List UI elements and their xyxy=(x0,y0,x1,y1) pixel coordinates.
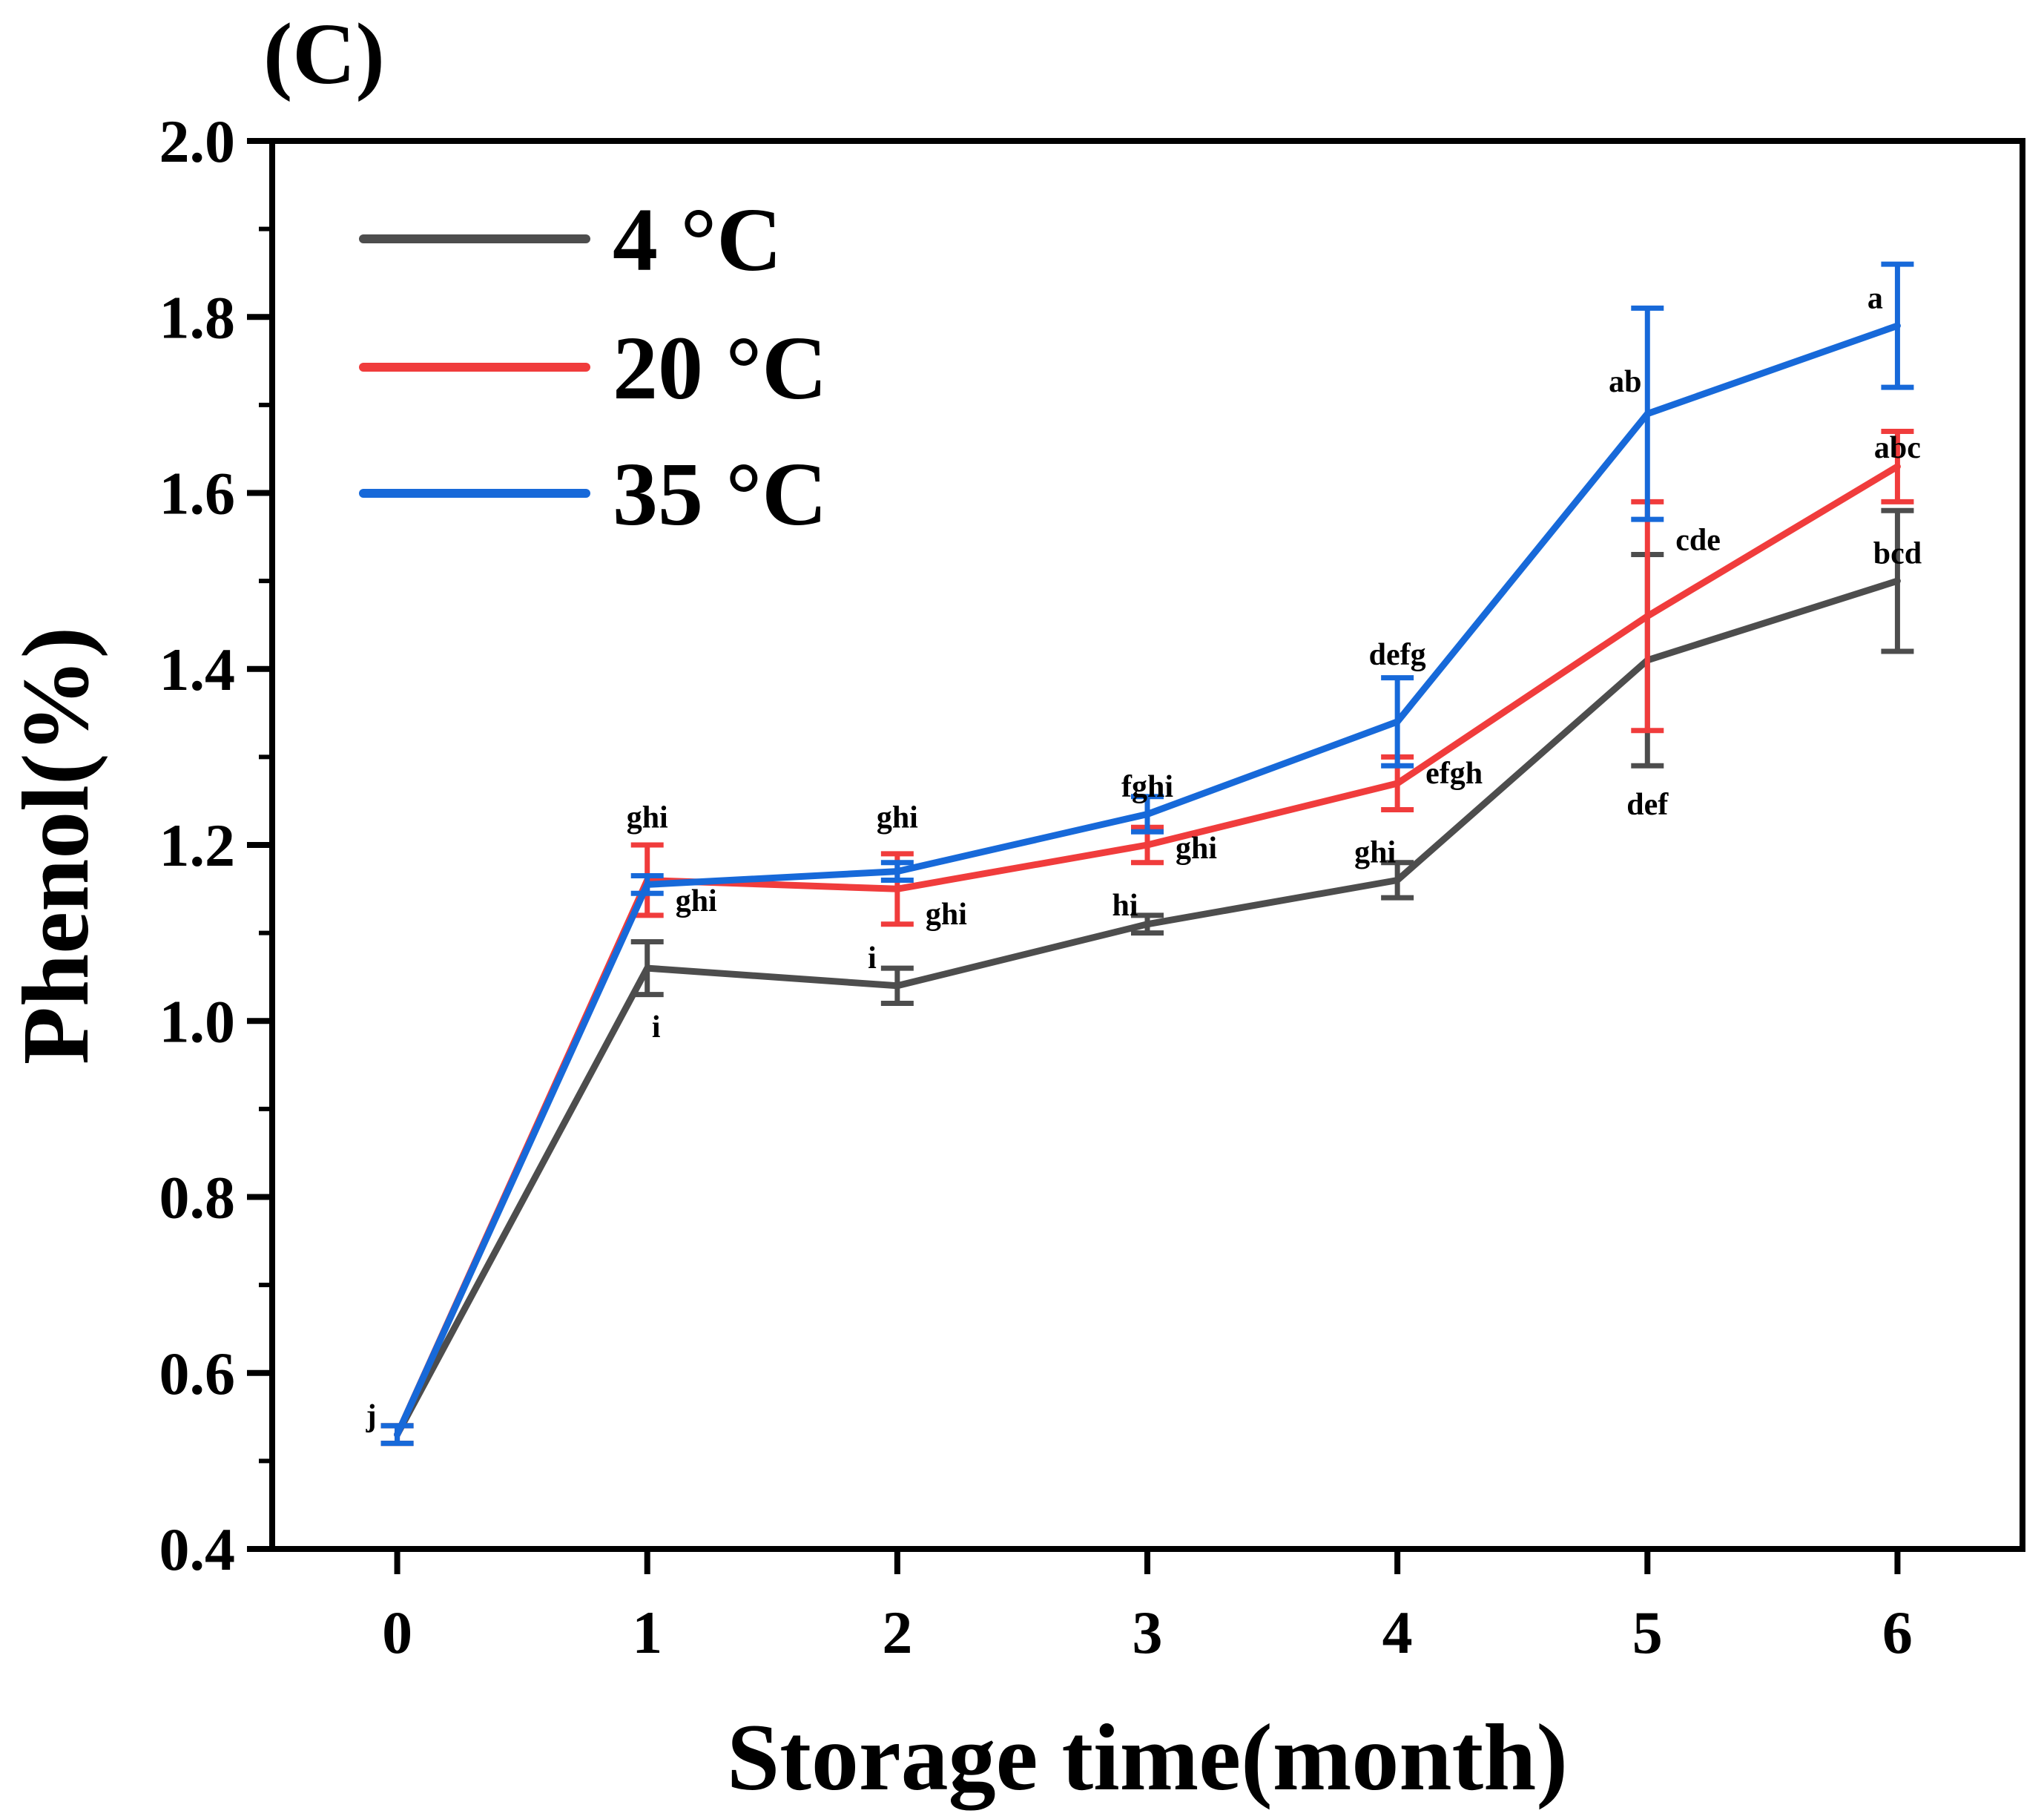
y-tick-label: 1.4 xyxy=(159,636,236,703)
significance-letter: ghi xyxy=(1176,832,1217,866)
data-point xyxy=(644,882,650,887)
data-point xyxy=(1395,719,1400,724)
data-point xyxy=(1645,411,1650,416)
y-tick-label: 2.0 xyxy=(159,108,236,175)
significance-letter: j xyxy=(366,1399,377,1433)
data-point xyxy=(1395,780,1400,786)
series-line xyxy=(394,577,1901,1438)
data-point xyxy=(1145,843,1150,847)
y-tick-label: 0.4 xyxy=(159,1516,236,1583)
significance-letter: cde xyxy=(1675,524,1721,558)
y-tick-label: 1.2 xyxy=(159,812,236,879)
axes: 0 1 2 3 4 5 6 0.4 0.6 0.8 1.0 1.2 1.4 1.6 1.8 2.0 xyxy=(159,108,1913,1666)
significance-letter: efgh xyxy=(1425,757,1483,791)
series-line xyxy=(394,463,1901,1438)
significance-letter: defg xyxy=(1369,638,1426,672)
data-point xyxy=(1145,921,1150,927)
data-point xyxy=(894,983,900,988)
x-axis-label: Storage time(month) xyxy=(727,1705,1568,1810)
data-point xyxy=(1395,878,1400,883)
data-point xyxy=(1895,464,1900,469)
legend-label: 20 °C xyxy=(613,318,827,418)
significance-letter: ghi xyxy=(926,898,967,932)
data-point xyxy=(1145,812,1150,817)
data-point xyxy=(644,966,650,971)
significance-letter: bcd xyxy=(1873,536,1922,570)
x-tick-label: 6 xyxy=(1882,1599,1913,1666)
legend-label: 4 °C xyxy=(613,190,782,290)
series-1 xyxy=(380,428,1914,1447)
significance-letter: ghi xyxy=(1354,836,1396,870)
y-tick-label: 1.0 xyxy=(159,987,236,1055)
data-point xyxy=(1645,614,1650,619)
y-tick-label: 0.6 xyxy=(159,1340,236,1407)
significance-letter: ghi xyxy=(877,800,918,835)
y-tick-label: 0.8 xyxy=(159,1164,236,1231)
significance-letter: ab xyxy=(1609,365,1641,399)
significance-letter: abc xyxy=(1874,431,1921,465)
legend: 4 °C 20 °C 35 °C xyxy=(359,190,827,545)
y-tick-label: 1.6 xyxy=(159,460,236,527)
significance-letter: fghi xyxy=(1121,770,1173,804)
y-tick-label: 1.8 xyxy=(159,283,236,351)
x-tick-label: 0 xyxy=(382,1599,412,1666)
x-tick-label: 4 xyxy=(1382,1599,1413,1666)
significance-letter: ghi xyxy=(627,800,668,835)
data-point xyxy=(1895,323,1900,329)
significance-letter: ghi xyxy=(676,884,717,918)
x-tick-label: 2 xyxy=(882,1599,912,1666)
legend-label: 35 °C xyxy=(613,444,827,545)
data-point xyxy=(894,869,900,874)
panel-label: (C) xyxy=(263,5,385,102)
data-point xyxy=(1895,579,1900,584)
series-0 xyxy=(380,507,1914,1447)
series-2 xyxy=(380,261,1914,1447)
significance-letter: a xyxy=(1867,281,1883,315)
data-point xyxy=(894,887,900,892)
significance-letter: hi xyxy=(1112,889,1138,923)
x-tick-label: 3 xyxy=(1133,1599,1163,1666)
data-point xyxy=(395,1432,400,1437)
x-tick-label: 5 xyxy=(1632,1599,1663,1666)
y-axis-label: Phenol(%) xyxy=(3,627,108,1065)
significance-letter: def xyxy=(1626,788,1669,822)
significance-letter: i xyxy=(868,941,877,976)
significance-letter: i xyxy=(652,1010,661,1045)
x-tick-label: 1 xyxy=(632,1599,662,1666)
series-layer xyxy=(380,261,1914,1447)
